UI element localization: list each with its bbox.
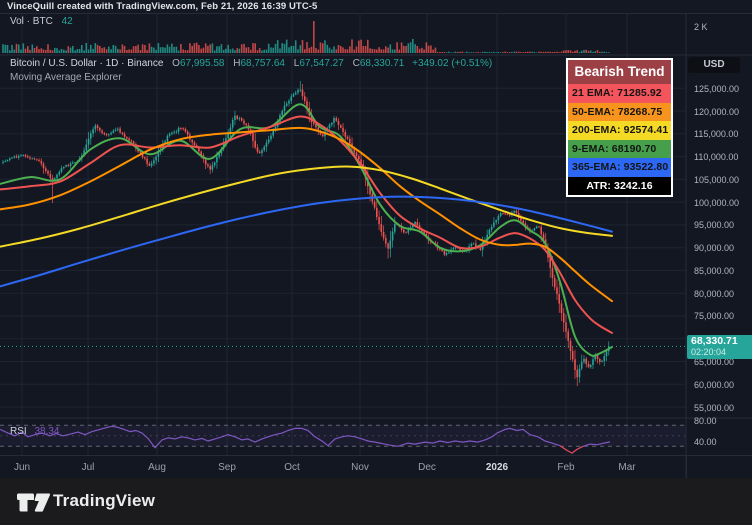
close-label: C <box>352 58 360 69</box>
rsi-legend-value: 38.34 <box>34 426 60 437</box>
time-axis-label: Mar <box>618 462 636 473</box>
symbol-title: Bitcoin / U.S. Dollar · 1D · Binance <box>10 58 164 69</box>
price-axis-label: 100,000.00 <box>694 197 740 208</box>
volume-legend[interactable]: Vol · BTC 42 <box>10 16 73 27</box>
bar-countdown: 02:20:04 <box>691 346 727 357</box>
volume-legend-value: 42 <box>61 16 73 27</box>
time-axis-label: Jul <box>81 462 95 473</box>
volume-bars <box>2 21 610 53</box>
rsi-legend[interactable]: RSI 38.34 <box>10 426 59 437</box>
ma-legend-row: ATR: 3242.16 <box>568 176 671 195</box>
axis-corner-divider <box>686 456 687 479</box>
time-axis-label: Feb <box>557 462 575 473</box>
rsi-legend-label: RSI <box>10 426 27 437</box>
365-ema-line <box>0 195 613 288</box>
rsi-plot <box>0 424 686 454</box>
time-axis-label: Dec <box>418 462 436 473</box>
attribution-bar: VinceQuill created with TradingView.com,… <box>0 0 752 14</box>
ma-legend-row: 9-EMA: 68190.70 <box>568 139 671 158</box>
change-value: +349.02 (+0.51%) <box>412 58 493 69</box>
price-axis-label: 120,000.00 <box>694 106 740 117</box>
price-axis-label: 115,000.00 <box>694 129 739 140</box>
price-axis-label: 90,000.00 <box>694 243 735 254</box>
attribution-text: VinceQuill created with TradingView.com,… <box>7 1 318 12</box>
time-axis-label: Jun <box>13 462 31 473</box>
price-axis-label: 85,000.00 <box>694 265 735 276</box>
currency-button[interactable]: USD <box>688 57 740 73</box>
time-axis-label: Oct <box>284 462 300 473</box>
symbol-legend[interactable]: Bitcoin / U.S. Dollar · 1D · Binance O67… <box>10 58 492 69</box>
close-value: 68,330.71 <box>359 58 405 69</box>
ma-legend-row: 200-EMA: 92574.41 <box>568 121 671 140</box>
indicator-legend[interactable]: Moving Average Explorer <box>10 72 122 83</box>
volume-legend-label: Vol · BTC <box>10 16 53 27</box>
trend-status-label: Bearish Trend <box>568 60 671 84</box>
time-axis-label: Sep <box>218 462 236 473</box>
last-price-value: 68,330.71 <box>691 334 738 347</box>
high-label: H <box>233 58 241 69</box>
tradingview-logo-icon[interactable] <box>16 492 50 513</box>
price-axis-label: 125,000.00 <box>694 83 740 94</box>
9-ema-line <box>0 103 613 357</box>
price-axis-label: 55,000.00 <box>694 402 735 413</box>
gridlines <box>0 13 686 455</box>
time-axis-label: Nov <box>351 462 369 473</box>
ema-lines <box>0 103 613 357</box>
price-axis-label: 95,000.00 <box>694 220 735 231</box>
rsi-axis-label: 40.00 <box>694 436 717 447</box>
time-axis[interactable]: Jun Jul Aug Sep Oct Nov Dec 2026 Feb Mar <box>0 455 752 479</box>
open-label: O <box>172 58 180 69</box>
price-axis-label: 65,000.00 <box>694 357 735 368</box>
rsi-line <box>0 425 611 454</box>
price-axis-label: 80,000.00 <box>694 288 735 299</box>
ma-legend-rows: 21 EMA: 71285.92 50-EMA: 78268.75 200-EMA:… <box>568 84 671 195</box>
low-value: 67,547.27 <box>299 58 344 69</box>
last-price-badge: 68,330.71 02:20:04 <box>687 334 752 359</box>
200-ema-line <box>0 165 613 248</box>
21-ema-line <box>0 115 613 334</box>
footer-bar: TradingView <box>0 478 752 525</box>
price-axis[interactable]: 2 K USD 125,000.00 120,000.00 115,000.00 11… <box>686 13 752 478</box>
price-axis-label: 60,000.00 <box>694 379 735 390</box>
open-value: 67,995.58 <box>179 58 225 69</box>
low-label: L <box>293 58 300 69</box>
ma-legend-row: 365-EMA: 93522.80 <box>568 158 671 177</box>
pane-separators <box>0 13 752 478</box>
price-axis-label: 110,000.00 <box>694 152 739 163</box>
time-axis-label: Aug <box>148 462 166 473</box>
price-axis-label: 75,000.00 <box>694 311 735 322</box>
high-value: 68,757.64 <box>240 58 285 69</box>
tradingview-brand-text[interactable]: TradingView <box>53 491 156 510</box>
volume-axis-label: 2 K <box>694 22 708 32</box>
price-axis-label: 105,000.00 <box>694 174 740 185</box>
ma-legend-panel: Bearish Trend 21 EMA: 71285.92 50-EMA: 78… <box>566 58 673 197</box>
time-axis-label: 2026 <box>485 462 509 473</box>
ma-legend-row: 50-EMA: 78268.75 <box>568 102 671 121</box>
rsi-axis-label: 80.00 <box>694 415 717 426</box>
ma-legend-row: 21 EMA: 71285.92 <box>568 84 671 103</box>
50-ema-line <box>0 126 613 303</box>
